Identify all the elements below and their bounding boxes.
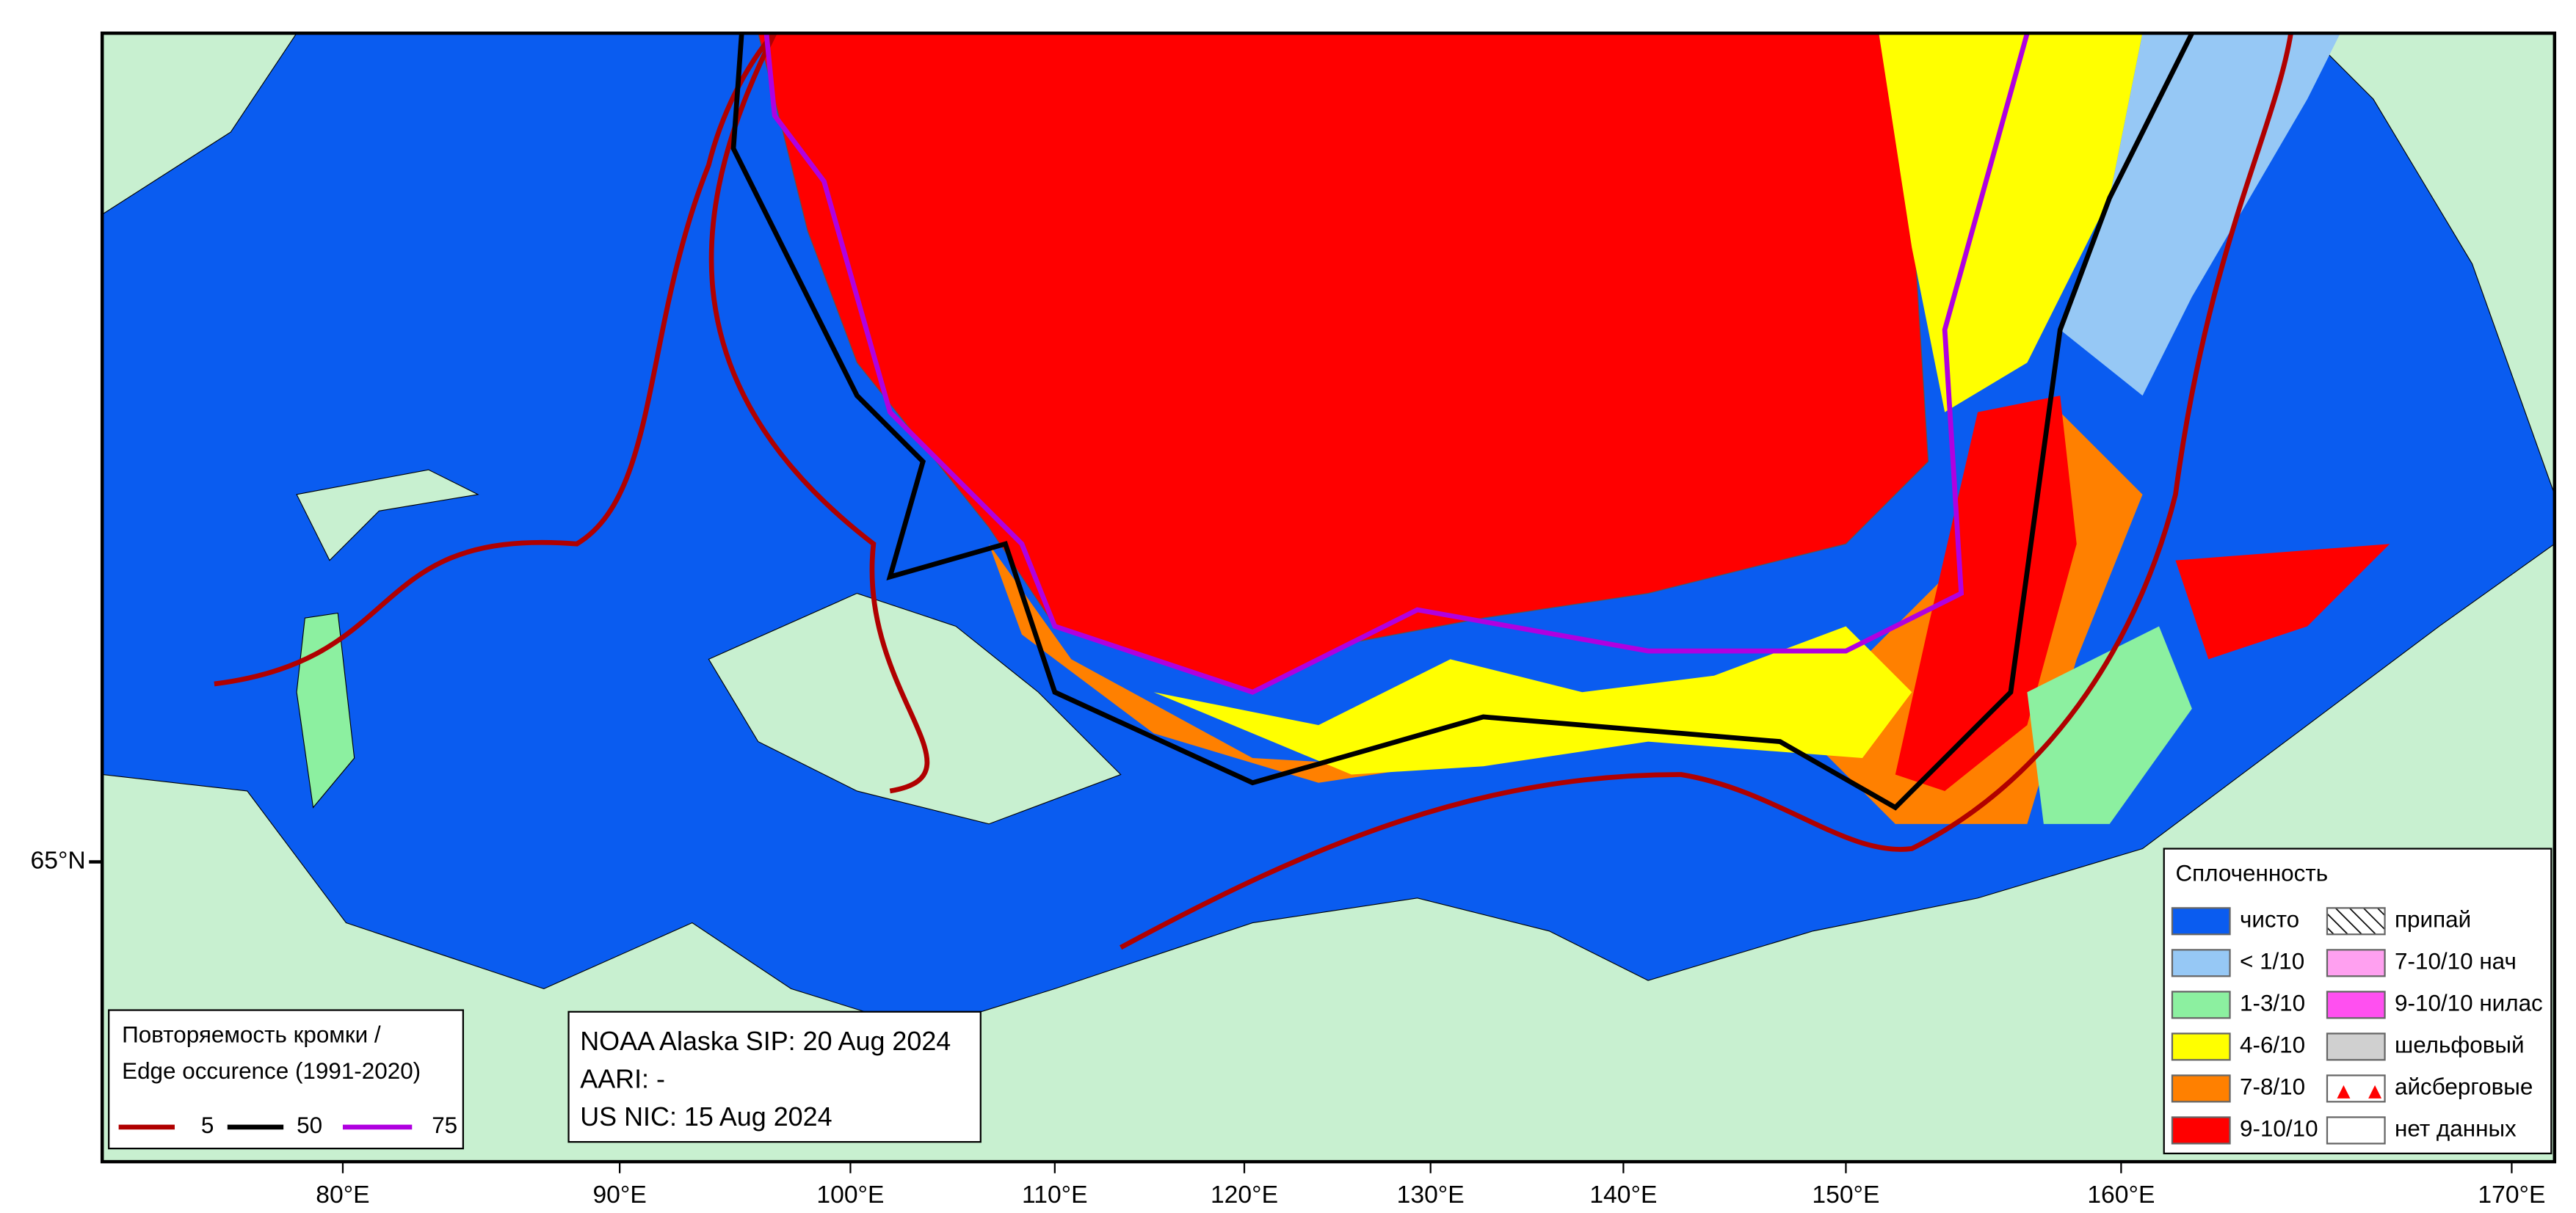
land (296, 469, 479, 561)
map-frame (100, 31, 2557, 1164)
legend-label: шельфовый (2395, 1032, 2525, 1058)
legend-swatch (2171, 1116, 2231, 1145)
longitude-label: 80°E (316, 1181, 369, 1209)
land (2307, 33, 2555, 495)
legend-label: 7-10/10 нач (2395, 949, 2517, 975)
land (708, 592, 1122, 825)
legend-label: 9-10/10 (2240, 1116, 2318, 1142)
latitude-label: 65°N (31, 847, 86, 874)
legend-label: чисто (2240, 907, 2299, 933)
source-line: US NIC: 15 Aug 2024 (580, 1101, 832, 1132)
ice-9-10 (2175, 544, 2390, 660)
edge-line-50 (730, 33, 2194, 811)
longitude-label: 120°E (1211, 1181, 1278, 1209)
map-area (102, 33, 2555, 1162)
longitude-label: 90°E (592, 1181, 646, 1209)
ice-4-6 (1879, 33, 2143, 412)
land (102, 543, 2555, 1162)
legend-label: 7-8/10 (2240, 1074, 2305, 1100)
longitude-label: 100°E (816, 1181, 884, 1209)
legend-swatch (2326, 1116, 2386, 1145)
legend-label: < 1/10 (2240, 949, 2304, 975)
source-line: NOAA Alaska SIP: 20 Aug 2024 (580, 1026, 951, 1056)
legend-swatch (2171, 949, 2231, 977)
source-line: AARI: - (580, 1064, 665, 1094)
legend-label: айсберговые (2395, 1074, 2533, 1100)
legend-label: 5 (201, 1112, 214, 1138)
legend-swatch (2326, 1032, 2386, 1061)
legend-swatch (2326, 949, 2386, 977)
edge-line-75 (763, 33, 2030, 695)
legend-swatch (2171, 1032, 2231, 1061)
edge-line-5 (708, 33, 2293, 950)
sources-box (567, 1010, 982, 1143)
legend-label: 75 (432, 1112, 457, 1138)
longitude-label: 130°E (1397, 1181, 1465, 1209)
legend-swatch (2326, 991, 2386, 1019)
longitude-label: 170°E (2478, 1181, 2545, 1209)
ice-low (2027, 626, 2192, 824)
edge-legend-title: Edge occurence (1991-2020) (122, 1058, 421, 1084)
longitude-label: 160°E (2087, 1181, 2155, 1209)
labels: 80°E 90°E 100°E 110°E 120°E 130°E 140°E 150°E 16… (31, 847, 2546, 1209)
legend-label: 9-10/10 нилас (2395, 991, 2543, 1016)
longitude-label: 140°E (1589, 1181, 1657, 1209)
longitude-label: 110°E (1022, 1181, 1088, 1209)
legend-label: 1-3/10 (2240, 991, 2305, 1016)
longitude-label: 150°E (1812, 1181, 1879, 1209)
ice-low (296, 612, 355, 809)
legend-title: Сплоченность (2175, 861, 2328, 886)
legend-swatch (2171, 1074, 2231, 1103)
legend-label: 50 (297, 1112, 322, 1138)
iceberg-symbol (2368, 1085, 2382, 1099)
edge-line-5 (214, 33, 777, 687)
legend-label: 4-6/10 (2240, 1032, 2305, 1058)
iceberg-symbol (2337, 1085, 2351, 1099)
ice-lt-1 (2060, 33, 2340, 396)
legend-swatch (2171, 991, 2231, 1019)
legend-label: припай (2395, 907, 2471, 933)
legend-swatch (2171, 907, 2231, 936)
edge-legend-title: Повторяемость кромки / (122, 1022, 381, 1048)
legend-swatch (2326, 907, 2386, 936)
land (102, 33, 297, 215)
legend-label: нет данных (2395, 1116, 2517, 1142)
